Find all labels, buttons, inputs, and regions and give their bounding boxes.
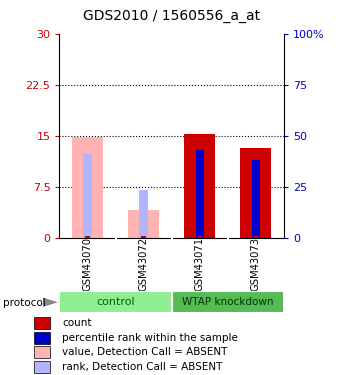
Bar [139, 190, 148, 238]
Bar [240, 147, 271, 238]
Bar [141, 236, 146, 238]
Bar [198, 236, 202, 238]
Bar [184, 134, 215, 238]
Bar [83, 153, 92, 238]
Text: GSM43070: GSM43070 [83, 237, 92, 291]
Bar [128, 210, 159, 238]
Polygon shape [42, 297, 58, 307]
Text: GSM43071: GSM43071 [195, 237, 205, 291]
Text: value, Detection Call = ABSENT: value, Detection Call = ABSENT [63, 347, 228, 357]
Text: count: count [63, 318, 92, 328]
Bar [252, 160, 260, 238]
Bar [72, 137, 103, 238]
Bar [172, 291, 284, 313]
Bar [34, 317, 50, 329]
Bar [34, 346, 50, 358]
Text: percentile rank within the sample: percentile rank within the sample [63, 333, 238, 343]
Bar [34, 332, 50, 344]
Bar [59, 291, 172, 313]
Text: rank, Detection Call = ABSENT: rank, Detection Call = ABSENT [63, 362, 223, 372]
Bar [195, 150, 204, 238]
Text: GSM43072: GSM43072 [139, 237, 149, 291]
Bar [254, 236, 258, 238]
Text: GSM43073: GSM43073 [251, 237, 261, 291]
Text: WTAP knockdown: WTAP knockdown [182, 297, 274, 307]
Text: protocol: protocol [3, 298, 46, 307]
Bar [85, 236, 90, 238]
Text: control: control [96, 297, 135, 307]
Text: GDS2010 / 1560556_a_at: GDS2010 / 1560556_a_at [83, 9, 260, 23]
Bar [34, 361, 50, 373]
